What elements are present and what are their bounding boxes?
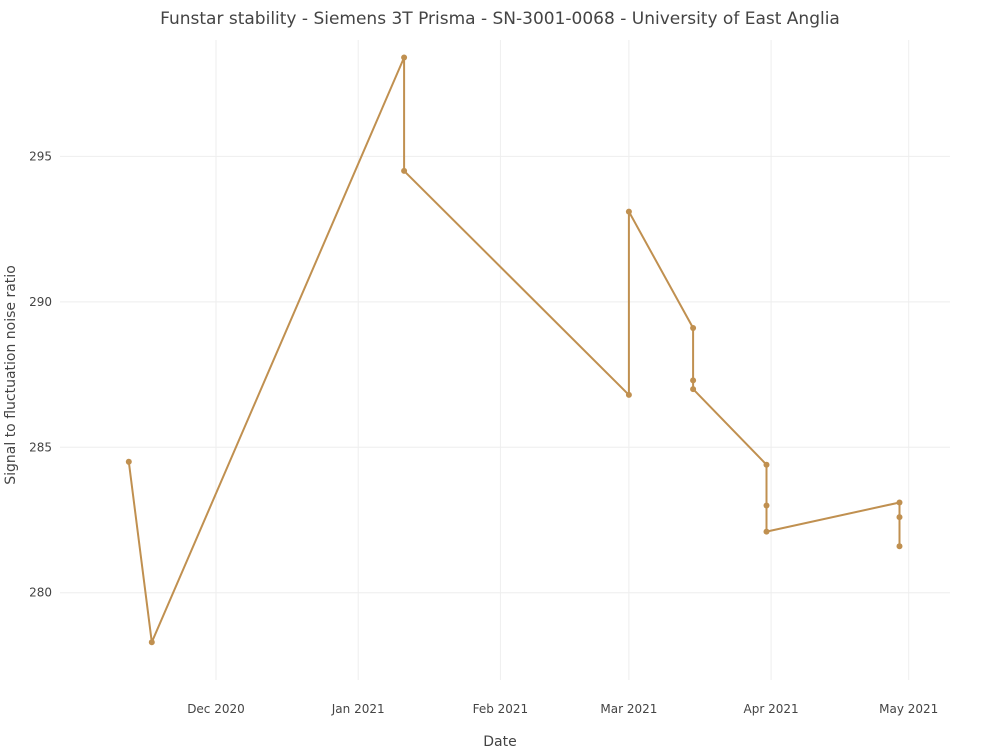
series-line-group	[127, 56, 901, 644]
x-tick-label: Apr 2021	[744, 702, 799, 716]
data-points	[125, 54, 903, 646]
x-tick-label: May 2021	[879, 702, 938, 716]
chart-title: Funstar stability - Siemens 3T Prisma - …	[160, 9, 840, 29]
y-tick-label: 295	[29, 149, 52, 163]
x-tick-label: Mar 2021	[600, 702, 657, 716]
x-tick-label: Feb 2021	[473, 702, 529, 716]
data-point[interactable]	[763, 461, 770, 468]
data-point[interactable]	[763, 528, 770, 535]
y-tick-label: 285	[29, 440, 52, 454]
data-point[interactable]	[148, 639, 155, 646]
data-point[interactable]	[896, 499, 903, 506]
x-tick-label: Jan 2021	[331, 702, 385, 716]
data-point[interactable]	[763, 502, 770, 509]
y-axis-label: Signal to fluctuation noise ratio	[3, 265, 19, 485]
data-point[interactable]	[896, 543, 903, 550]
data-point[interactable]	[625, 208, 632, 215]
data-point[interactable]	[690, 325, 697, 331]
data-point[interactable]	[690, 377, 697, 384]
data-point[interactable]	[625, 391, 632, 398]
y-tick-label: 290	[29, 295, 52, 309]
series-line	[127, 56, 901, 644]
y-axis-ticks: 280 285 290 295	[29, 149, 52, 599]
x-axis-label: Date	[483, 734, 516, 750]
grid-lines	[60, 40, 950, 680]
x-axis-ticks: Dec 2020 Jan 2021 Feb 2021 Mar 2021 Apr 2021…	[187, 702, 938, 716]
data-point[interactable]	[690, 386, 697, 393]
x-tick-label: Dec 2020	[187, 702, 245, 716]
y-tick-label: 280	[29, 586, 52, 600]
data-point[interactable]	[401, 167, 408, 174]
data-point[interactable]	[896, 514, 903, 521]
data-point[interactable]	[125, 458, 132, 465]
data-point[interactable]	[401, 54, 408, 61]
